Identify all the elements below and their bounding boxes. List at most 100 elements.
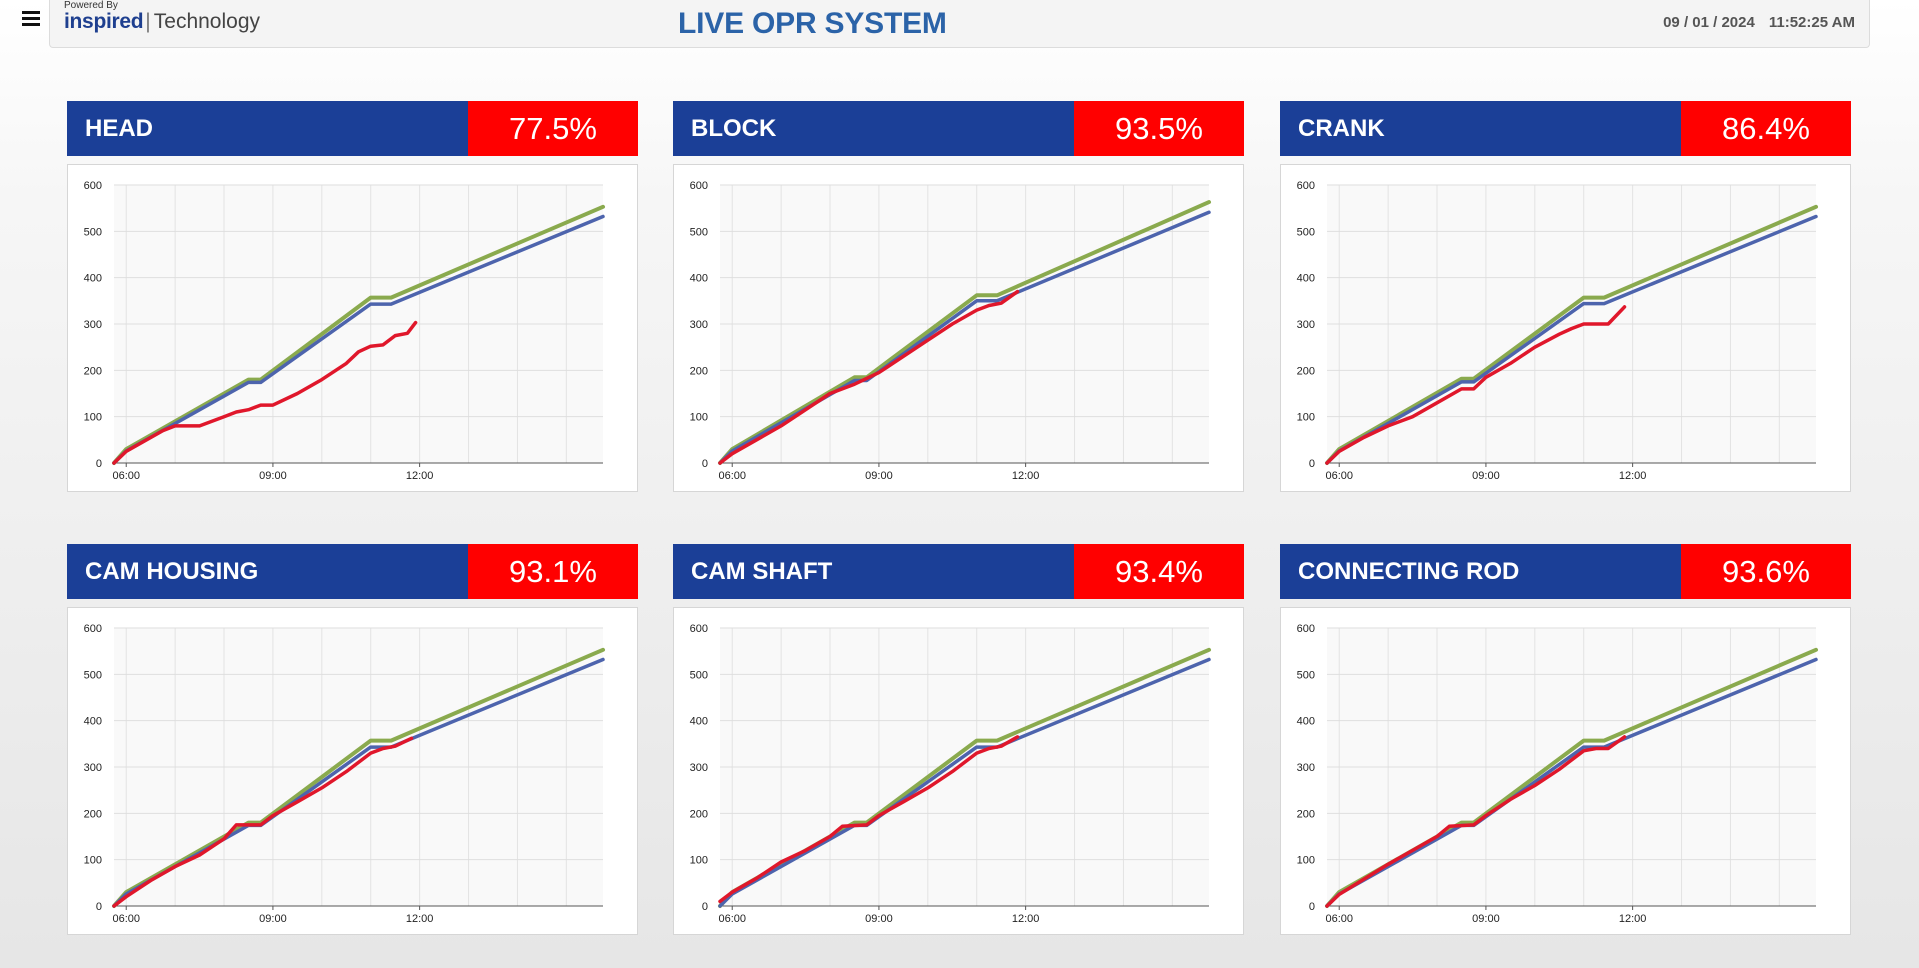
opr-chart-svg: 0 100 200 300 400 500 600 06:00 09:00 12:00 [1297,180,1818,482]
opr-chart-svg: 0 100 200 300 400 500 600 06:00 09:00 12:00 [1297,623,1818,925]
opr-chart-svg: 0 100 200 300 400 500 600 06:00 09:00 12:00 [84,180,605,482]
hamburger-menu-icon[interactable] [18,6,44,32]
x-tick-label: 06:00 [112,470,140,482]
actual-line [718,735,1020,904]
y-tick-label: 300 [84,762,102,774]
x-tick-label: 09:00 [259,913,287,925]
y-tick-label: 0 [96,458,102,470]
y-tick-label: 600 [1297,623,1315,635]
panel-line-name: CONNECTING ROD [1280,544,1681,599]
y-tick-label: 100 [84,412,102,424]
y-tick-label: 100 [1297,412,1315,424]
panel-line-name: HEAD [67,101,468,156]
panel-header[interactable]: BLOCK 93.5% [673,101,1244,156]
y-tick-label: 200 [84,808,102,820]
opr-chart: 0 100 200 300 400 500 600 06:00 09:00 12:00 [673,164,1244,492]
panel-line-name: CAM SHAFT [673,544,1074,599]
y-tick-label: 200 [84,365,102,377]
y-tick-label: 400 [690,716,708,728]
opr-chart-svg: 0 100 200 300 400 500 600 06:00 09:00 12:00 [690,623,1211,925]
y-tick-label: 400 [1297,273,1315,285]
panel-line-name: CRANK [1280,101,1681,156]
panel-opr-percent: 93.6% [1681,544,1851,599]
current-time: 11:52:25 AM [1768,14,1855,31]
brand-name-suffix: Technology [153,10,261,33]
x-tick-label: 09:00 [865,913,893,925]
panel-header[interactable]: CRANK 86.4% [1280,101,1851,156]
y-tick-label: 400 [1297,716,1315,728]
y-tick-label: 300 [690,762,708,774]
panel-opr-percent: 77.5% [468,101,638,156]
y-tick-label: 600 [84,623,102,635]
panel-header[interactable]: CONNECTING ROD 93.6% [1280,544,1851,599]
page-title: LIVE OPR SYSTEM [678,7,947,40]
panel-opr-percent: 93.1% [468,544,638,599]
brand-name-main: inspired [64,10,144,33]
y-tick-label: 300 [1297,319,1315,331]
line-panel-6: CONNECTING ROD 93.6% 0 100 200 300 400 500 600… [1280,544,1851,935]
x-tick-label: 06:00 [1325,470,1353,482]
y-tick-label: 300 [84,319,102,331]
y-tick-label: 500 [690,226,708,238]
top-header: Powered By inspired| Technology LIVE OPR … [49,0,1870,48]
y-tick-label: 100 [84,855,102,867]
opr-chart-svg: 0 100 200 300 400 500 600 06:00 09:00 12:00 [84,623,605,925]
line-panel-3: CRANK 86.4% 0 100 200 300 400 500 600 06:00 09:0… [1280,101,1851,492]
y-tick-label: 100 [1297,855,1315,867]
y-tick-label: 400 [84,716,102,728]
x-tick-label: 09:00 [865,470,893,482]
y-tick-label: 600 [690,623,708,635]
x-tick-label: 06:00 [1325,913,1353,925]
y-tick-label: 0 [702,901,708,913]
plan-line [718,210,1211,465]
brand-name: inspired| Technology [64,10,260,34]
datetime-display: 09 / 01 / 2024 11:52:25 AM [1663,14,1855,31]
powered-by-label: Powered By [64,0,118,11]
y-tick-label: 0 [1309,901,1315,913]
actual-line [112,736,414,908]
y-tick-label: 200 [690,365,708,377]
y-tick-label: 600 [1297,180,1315,192]
y-tick-label: 0 [96,901,102,913]
x-tick-label: 09:00 [1472,913,1500,925]
y-tick-label: 300 [690,319,708,331]
line-panel-4: CAM HOUSING 93.1% 0 100 200 300 400 500 600 06:… [67,544,638,935]
y-tick-label: 200 [1297,808,1315,820]
panel-opr-percent: 93.4% [1074,544,1244,599]
panel-opr-percent: 93.5% [1074,101,1244,156]
line-panel-1: HEAD 77.5% 0 100 200 300 400 500 600 06:00 09:00… [67,101,638,492]
current-date: 09 / 01 / 2024 [1663,14,1755,31]
x-tick-label: 09:00 [1472,470,1500,482]
x-tick-label: 12:00 [1619,913,1647,925]
y-tick-label: 500 [1297,669,1315,681]
x-tick-label: 12:00 [406,470,434,482]
actual-line [1325,305,1627,465]
opr-chart-svg: 0 100 200 300 400 500 600 06:00 09:00 12:00 [690,180,1211,482]
y-tick-label: 600 [84,180,102,192]
panel-line-name: CAM HOUSING [67,544,468,599]
y-tick-label: 300 [1297,762,1315,774]
y-tick-label: 0 [702,458,708,470]
actual-line [112,320,418,465]
panel-header[interactable]: HEAD 77.5% [67,101,638,156]
x-tick-label: 12:00 [1012,913,1040,925]
panel-header[interactable]: CAM HOUSING 93.1% [67,544,638,599]
actual-line [718,289,1020,465]
opr-chart: 0 100 200 300 400 500 600 06:00 09:00 12:00 [67,164,638,492]
y-tick-label: 500 [84,226,102,238]
y-tick-label: 500 [690,669,708,681]
y-tick-label: 200 [1297,365,1315,377]
y-tick-label: 0 [1309,458,1315,470]
line-panel-5: CAM SHAFT 93.4% 0 100 200 300 400 500 600 06:00… [673,544,1244,935]
opr-chart: 0 100 200 300 400 500 600 06:00 09:00 12:00 [1280,607,1851,935]
x-tick-label: 12:00 [1619,470,1647,482]
panel-header[interactable]: CAM SHAFT 93.4% [673,544,1244,599]
panel-opr-percent: 86.4% [1681,101,1851,156]
panel-line-name: BLOCK [673,101,1074,156]
opr-chart: 0 100 200 300 400 500 600 06:00 09:00 12:00 [1280,164,1851,492]
x-tick-label: 12:00 [1012,470,1040,482]
y-tick-label: 500 [1297,226,1315,238]
y-tick-label: 400 [84,273,102,285]
y-tick-label: 400 [690,273,708,285]
